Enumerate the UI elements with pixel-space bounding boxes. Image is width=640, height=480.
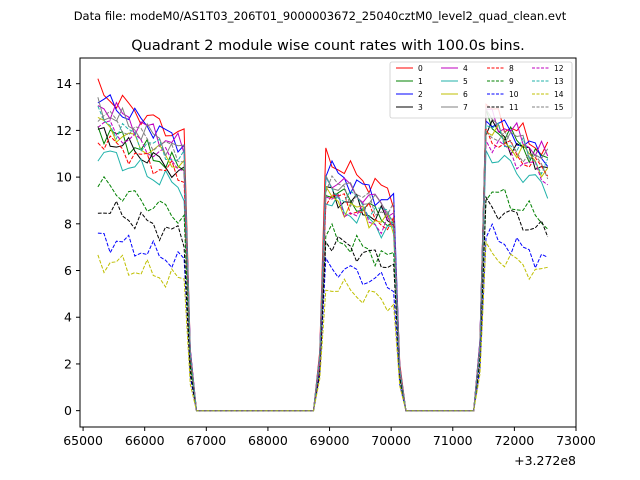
legend-label-7: 7 bbox=[463, 103, 468, 112]
x-tick-label: 73000 bbox=[556, 433, 596, 448]
legend-label-11: 11 bbox=[509, 103, 519, 112]
y-tick-label: 4 bbox=[64, 310, 72, 325]
axes-frame bbox=[79, 57, 577, 428]
y-tick-label: 2 bbox=[64, 356, 72, 371]
chart-suptitle: Data file: modeM0/AS1T03_206T01_90000036… bbox=[74, 9, 567, 23]
legend-label-8: 8 bbox=[509, 64, 514, 73]
ticks-layer: 65000 66000 67000 68000 69000 70000 71000 72000… bbox=[56, 76, 596, 448]
legend-label-1: 1 bbox=[418, 77, 423, 86]
series-line-8 bbox=[97, 128, 549, 412]
series-layer bbox=[97, 78, 549, 412]
chart-title: Quadrant 2 module wise count rates with … bbox=[131, 38, 525, 54]
y-tick-label: 10 bbox=[56, 170, 72, 185]
x-tick-label: 69000 bbox=[310, 433, 350, 448]
x-tick-label: 65000 bbox=[63, 433, 103, 448]
y-tick-label: 0 bbox=[64, 403, 72, 418]
legend-label-13: 13 bbox=[554, 77, 564, 86]
x-tick-label: 71000 bbox=[433, 433, 473, 448]
x-tick-label: 67000 bbox=[186, 433, 226, 448]
legend-label-15: 15 bbox=[554, 103, 564, 112]
series-line-9 bbox=[97, 175, 549, 412]
legend-label-3: 3 bbox=[418, 103, 423, 112]
legend-label-2: 2 bbox=[418, 90, 423, 99]
x-tick-label: 66000 bbox=[125, 433, 165, 448]
legend-label-6: 6 bbox=[463, 90, 468, 99]
legend-label-9: 9 bbox=[509, 77, 514, 86]
legend-label-5: 5 bbox=[463, 77, 468, 86]
legend-label-12: 12 bbox=[554, 64, 564, 73]
series-line-15 bbox=[97, 110, 549, 412]
y-tick-label: 8 bbox=[64, 216, 72, 231]
y-tick-label: 12 bbox=[56, 123, 72, 138]
x-tick-label: 68000 bbox=[248, 433, 288, 448]
legend-label-0: 0 bbox=[418, 64, 423, 73]
legend-box bbox=[389, 61, 573, 119]
x-offset-label: +3.272e8 bbox=[514, 453, 576, 468]
y-tick-label: 6 bbox=[64, 263, 72, 278]
legend-label-10: 10 bbox=[509, 90, 519, 99]
y-tick-label: 14 bbox=[56, 76, 72, 91]
series-line-11 bbox=[97, 195, 549, 412]
x-tick-label: 70000 bbox=[371, 433, 411, 448]
legend-label-4: 4 bbox=[463, 64, 468, 73]
legend-label-14: 14 bbox=[554, 90, 564, 99]
x-tick-label: 72000 bbox=[495, 433, 535, 448]
